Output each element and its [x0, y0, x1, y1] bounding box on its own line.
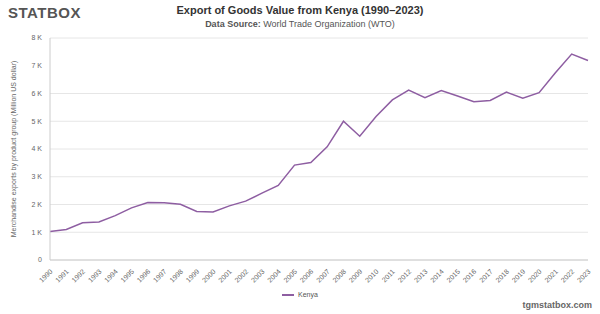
svg-text:Merchandise exports by product: Merchandise exports by product group (Mi…	[10, 61, 18, 238]
svg-text:1990: 1990	[38, 268, 54, 284]
svg-text:2019: 2019	[511, 268, 527, 284]
svg-text:2022: 2022	[559, 268, 575, 284]
svg-text:2020: 2020	[527, 268, 543, 284]
svg-text:2011: 2011	[380, 268, 396, 284]
svg-text:2023: 2023	[576, 268, 592, 284]
svg-text:2021: 2021	[543, 268, 559, 284]
svg-text:2010: 2010	[364, 268, 380, 284]
svg-text:1999: 1999	[184, 268, 200, 284]
svg-text:1992: 1992	[70, 268, 86, 284]
svg-text:0: 0	[38, 256, 42, 263]
svg-text:6 K: 6 K	[31, 90, 42, 97]
svg-text:4 K: 4 K	[31, 145, 42, 152]
svg-text:2014: 2014	[429, 268, 445, 284]
svg-text:2009: 2009	[347, 268, 363, 284]
svg-text:1995: 1995	[119, 268, 135, 284]
html-text:STATBOX: STATBOX	[8, 4, 81, 21]
svg-text:2012: 2012	[396, 268, 412, 284]
svg-text:1998: 1998	[168, 268, 184, 284]
svg-text:2016: 2016	[462, 268, 478, 284]
svg-text:2006: 2006	[299, 268, 315, 284]
svg-text:2005: 2005	[282, 268, 298, 284]
svg-text:1996: 1996	[136, 268, 152, 284]
svg-text:2007: 2007	[315, 268, 331, 284]
svg-text:1997: 1997	[152, 268, 168, 284]
svg-text:2018: 2018	[494, 268, 510, 284]
svg-text:8 K: 8 K	[31, 34, 42, 41]
svg-text:3 K: 3 K	[31, 173, 42, 180]
svg-text:2000: 2000	[201, 268, 217, 284]
html-text:Kenya: Kenya	[298, 291, 318, 298]
svg-text:2013: 2013	[413, 268, 429, 284]
svg-text:1994: 1994	[103, 268, 119, 284]
svg-text:5 K: 5 K	[31, 118, 42, 125]
svg-text:2002: 2002	[233, 268, 249, 284]
svg-text:2003: 2003	[250, 268, 266, 284]
svg-text:7 K: 7 K	[31, 62, 42, 69]
svg-text:2001: 2001	[217, 268, 233, 284]
html-text:Export of Goods Value from Ken: Export of Goods Value from Kenya (1990–2…	[176, 4, 424, 16]
html-text:Data Source: World Trade Organ: Data Source: World Trade Organization (W…	[205, 19, 395, 29]
svg-text:1 K: 1 K	[31, 229, 42, 236]
svg-text:2017: 2017	[478, 268, 494, 284]
svg-text:2015: 2015	[445, 268, 461, 284]
svg-text:2 K: 2 K	[31, 201, 42, 208]
svg-text:1993: 1993	[87, 268, 103, 284]
svg-text:1991: 1991	[54, 268, 70, 284]
svg-text:2008: 2008	[331, 268, 347, 284]
html-text:tgmstatbox.com: tgmstatbox.com	[522, 300, 592, 310]
svg-text:2004: 2004	[266, 268, 282, 284]
